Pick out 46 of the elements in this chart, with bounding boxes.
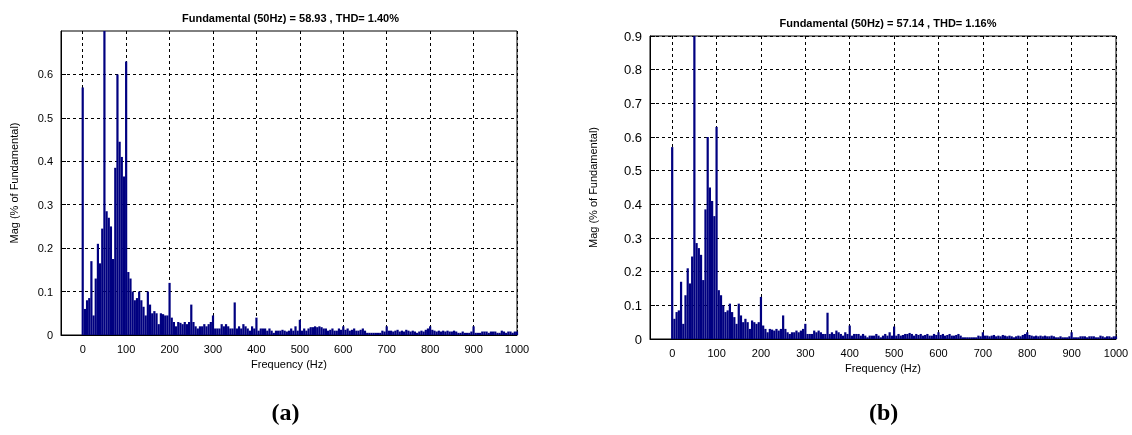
- chart-title: Fundamental (50Hz) = 58.93 , THD= 1.40%: [181, 11, 400, 24]
- y-tick-label: 0.4: [623, 196, 642, 212]
- y-tick-label: 0.7: [623, 95, 642, 111]
- y-tick-label: 0.8: [623, 62, 642, 78]
- x-tick-label: 400: [840, 346, 859, 359]
- y-tick-label: 0.6: [37, 68, 53, 81]
- x-tick-label: 600: [929, 346, 948, 359]
- y-tick-label: 0.2: [623, 264, 642, 280]
- y-tick-label: 0.1: [623, 297, 642, 313]
- text: (b): [869, 399, 899, 425]
- x-tick-label: 700: [973, 346, 993, 359]
- y-tick-label: 0.4: [37, 155, 53, 168]
- text: (a): [271, 399, 300, 425]
- x-tick-label: 500: [884, 346, 904, 359]
- x-tick-label: 100: [707, 346, 726, 359]
- y-tick-label: 0.2: [37, 242, 53, 255]
- y-tick-label: 0.3: [623, 230, 642, 246]
- y-tick-label: 0.9: [623, 28, 642, 44]
- y-axis-title: Mag (% of Fundamental): [586, 126, 599, 249]
- x-tick-label: 100: [116, 342, 136, 355]
- y-axis-title: Mag (% of Fundamental): [7, 122, 20, 244]
- x-tick-label: 300: [203, 342, 223, 355]
- x-tick-label: 1000: [1103, 346, 1129, 359]
- x-tick-label: 700: [377, 342, 396, 355]
- x-tick-label: 900: [464, 342, 483, 355]
- x-axis-title: Frequency (Hz): [845, 362, 921, 375]
- x-axis-title: Frequency (Hz): [251, 358, 327, 371]
- y-tick-label: 0: [46, 329, 53, 341]
- y-tick-label: 0.6: [623, 129, 642, 145]
- x-tick-label: 1000: [504, 342, 530, 355]
- x-tick-label: 900: [1062, 346, 1081, 359]
- x-tick-label: 600: [334, 342, 353, 355]
- x-tick-label: 300: [796, 346, 815, 359]
- x-tick-label: 500: [290, 342, 310, 355]
- x-tick-label: 0: [669, 346, 676, 359]
- x-tick-label: 200: [160, 342, 179, 355]
- x-tick-label: 800: [420, 342, 440, 355]
- x-tick-label: 800: [1018, 346, 1037, 359]
- y-tick-label: 0.5: [623, 163, 642, 179]
- y-tick-label: 0.5: [37, 111, 53, 124]
- chart-title: Fundamental (50Hz) = 57.14 , THD= 1.16%: [779, 16, 997, 29]
- x-tick-label: 200: [751, 346, 771, 359]
- y-tick-label: 0.3: [37, 198, 53, 211]
- x-tick-label: 0: [79, 342, 86, 355]
- x-tick-label: 400: [247, 342, 266, 355]
- y-tick-label: 0.1: [37, 285, 53, 298]
